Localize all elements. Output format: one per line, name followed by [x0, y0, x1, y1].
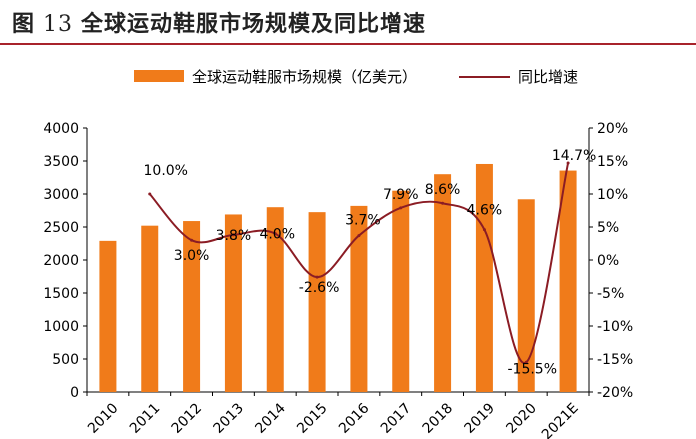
growth-data-label: 8.6% [425, 182, 461, 198]
y-left-tick-label: 3500 [43, 154, 79, 170]
legend-bar-label: 全球运动鞋服市场规模（亿美元） [192, 68, 417, 86]
figure-title: 图 13 全球运动鞋服市场规模及同比增速 [12, 6, 426, 38]
figure-label: 图 [12, 12, 36, 37]
growth-data-label: 3.8% [216, 228, 252, 244]
y-left-tick-label: 2000 [43, 253, 79, 269]
line-point [357, 234, 361, 238]
growth-data-label: 3.0% [174, 248, 210, 264]
y-right-tick-label: -20% [597, 385, 633, 401]
x-tick-label: 2019 [462, 400, 499, 437]
y-left-tick-label: 500 [52, 352, 79, 368]
bar [392, 190, 410, 392]
line-point [231, 233, 235, 237]
line-point [566, 161, 570, 165]
y-right-tick-label: -10% [597, 319, 633, 335]
bar [559, 170, 577, 392]
legend-bar-swatch [134, 70, 184, 82]
figure-number: 13 [43, 12, 74, 37]
line-point [315, 275, 319, 279]
y-right-tick-label: 15% [597, 154, 628, 170]
bar [99, 240, 117, 392]
bar [266, 207, 284, 392]
bar [141, 225, 159, 392]
data-labels: 10.0% 3.0% 3.8% 4.0% -2.6% 3.7%7.9% 8.6% 4.6% -1… [144, 148, 597, 377]
bar [224, 214, 242, 392]
legend-line-label: 同比增速 [518, 68, 578, 86]
y-right-tick-label: 0% [597, 253, 619, 269]
line-point [524, 360, 528, 364]
line-point [399, 206, 403, 210]
x-tick-label: 2021E [539, 400, 582, 439]
line-point [441, 201, 445, 205]
x-tick-label: 2018 [420, 400, 457, 437]
bar [434, 174, 452, 392]
x-tick-label: 2012 [169, 400, 206, 437]
legend: 全球运动鞋服市场规模（亿美元） 同比增速 [134, 68, 578, 86]
y-right-tick-label: 20% [597, 121, 628, 137]
y-left-tick-label: 0 [70, 385, 79, 401]
y-right-tick-label: 5% [597, 220, 619, 236]
bar [308, 212, 326, 392]
bar-series [99, 163, 577, 392]
growth-data-label: 7.9% [383, 187, 419, 203]
x-tick-label: 2017 [378, 400, 415, 437]
figure-title-text: 全球运动鞋服市场规模及同比增速 [81, 12, 427, 37]
figure-header: 图 13 全球运动鞋服市场规模及同比增速 [0, 0, 696, 45]
growth-data-label: 4.6% [467, 203, 503, 219]
growth-data-label: 10.0% [144, 163, 188, 179]
y-left-tick-label: 1000 [43, 319, 79, 335]
y-left-tick-label: 1500 [43, 286, 79, 302]
growth-data-label: 14.7% [552, 148, 596, 164]
bar [517, 199, 535, 392]
title-rule [0, 43, 696, 45]
y-right-tick-label: -5% [597, 286, 624, 302]
x-tick-label: 2010 [85, 400, 122, 437]
bar [475, 163, 493, 392]
x-tick-label: 2020 [503, 400, 540, 437]
line-point [273, 232, 277, 236]
line-series [148, 161, 570, 364]
growth-data-label: -2.6% [299, 280, 340, 296]
x-tick-label: 2013 [211, 400, 248, 437]
x-tick-label: 2016 [336, 400, 373, 437]
y-left-tick-label: 4000 [43, 121, 79, 137]
x-tick-label: 2011 [127, 400, 164, 437]
growth-data-label: -15.5% [507, 361, 557, 377]
y-right-tick-label: -15% [597, 352, 633, 368]
line-point [482, 228, 486, 232]
bar [183, 221, 201, 392]
y-left-tick-label: 3000 [43, 187, 79, 203]
y-left-tick-label: 2500 [43, 220, 79, 236]
line-point [148, 192, 152, 196]
growth-data-label: 4.0% [259, 227, 295, 243]
y-right-tick-label: 10% [597, 187, 628, 203]
growth-data-label: 3.7% [345, 213, 381, 229]
line-point [190, 238, 194, 242]
bar [350, 205, 368, 392]
x-tick-label: 2014 [252, 400, 289, 437]
x-tick-label: 2015 [294, 400, 331, 437]
